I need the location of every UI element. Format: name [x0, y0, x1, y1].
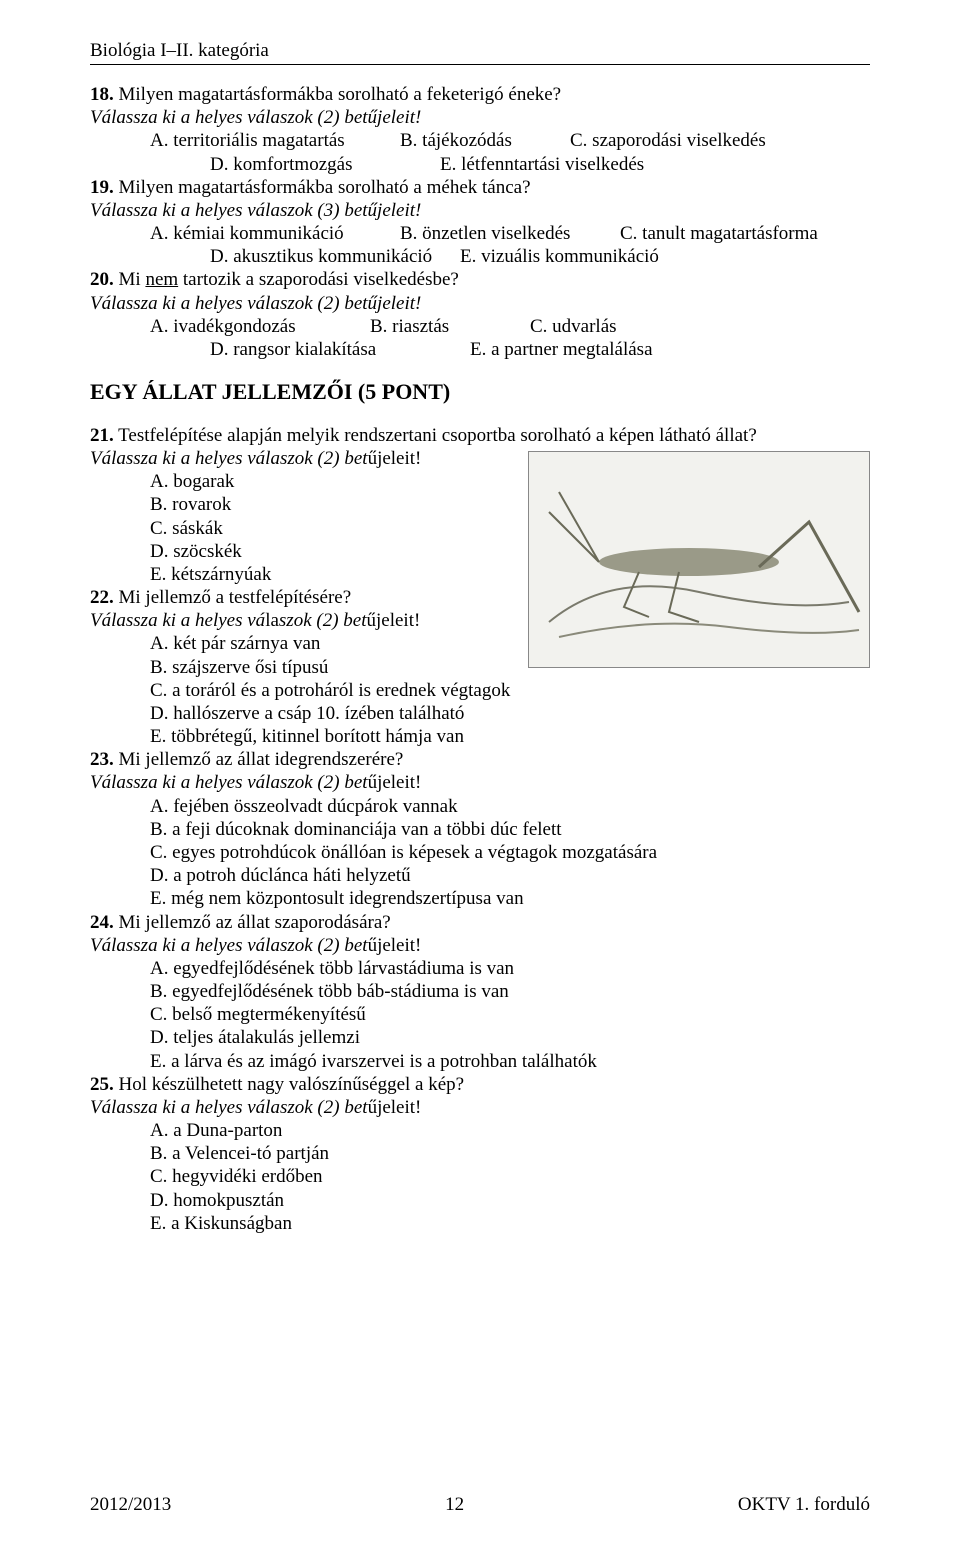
q18-opt-a: A. territoriális magatartás: [150, 129, 400, 152]
q19-opt-d: D. akusztikus kommunikáció: [210, 245, 460, 268]
page-header: Biológia I–II. kategória: [90, 40, 870, 65]
q23-text: Mi jellemző az állat idegrendszerére?: [114, 749, 404, 770]
q25-opt-c: C. hegyvidéki erdőben: [90, 1165, 870, 1188]
q25-instr-plain: űjeleit!: [368, 1097, 422, 1118]
q20-row2: D. rangsor kialakítása E. a partner megt…: [90, 338, 870, 361]
q22-number: 22.: [90, 587, 114, 608]
grasshopper-icon: [529, 452, 869, 667]
q25-instruction: Válassza ki a helyes válaszok (2) betűje…: [90, 1096, 870, 1119]
q23-instruction: Válassza ki a helyes válaszok (2) betűje…: [90, 771, 870, 794]
q18-instruction: Válassza ki a helyes válaszok (2) betűje…: [90, 106, 870, 129]
q20-opt-d: D. rangsor kialakítása: [210, 338, 470, 361]
q23-instr-it: Válassza ki a helyes válaszok (2) bet: [90, 772, 368, 793]
q25: 25. Hol készülhetett nagy valószínűségge…: [90, 1073, 870, 1096]
q19-instruction: Válassza ki a helyes válaszok (3) betűje…: [90, 199, 870, 222]
q23-number: 23.: [90, 749, 114, 770]
q20-text-after: tartozik a szaporodási viselkedésbe?: [178, 269, 459, 290]
q24-opt-e: E. a lárva és az imágó ivarszervei is a …: [90, 1050, 870, 1073]
q19: 19. Milyen magatartásformákba sorolható …: [90, 176, 870, 199]
q20-opt-e: E. a partner megtalálása: [470, 338, 653, 361]
q25-opt-a: A. a Duna-parton: [90, 1119, 870, 1142]
q22-opt-c: C. a toráról és a potroháról is erednek …: [90, 679, 870, 702]
q18-row1: A. territoriális magatartás B. tájékozód…: [90, 129, 870, 152]
footer-left: 2012/2013: [90, 1494, 171, 1516]
q19-row2: D. akusztikus kommunikáció E. vizuális k…: [90, 245, 870, 268]
q25-text: Hol készülhetett nagy valószínűséggel a …: [114, 1074, 464, 1095]
q21-number: 21.: [90, 425, 114, 446]
q19-text: Milyen magatartásformákba sorolható a mé…: [114, 177, 531, 198]
q20-text-before: Mi: [114, 269, 146, 290]
q24-text: Mi jellemző az állat szaporodására?: [114, 912, 391, 933]
q18-row2: D. komfortmozgás E. létfenntartási visel…: [90, 153, 870, 176]
q20: 20. Mi nem tartozik a szaporodási viselk…: [90, 268, 870, 291]
q24-instruction: Válassza ki a helyes válaszok (2) betűje…: [90, 934, 870, 957]
q23-opt-d: D. a potroh dúclánca háti helyzetű: [90, 864, 870, 887]
page-footer: 2012/2013 12 OKTV 1. forduló: [90, 1494, 870, 1516]
q21-instr-it: Válassza ki a helyes válaszok (2) bet: [90, 448, 368, 469]
q25-instr-it: Válassza ki a helyes válaszok (2) bet: [90, 1097, 368, 1118]
q23-opt-c: C. egyes potrohdúcok önállóan is képesek…: [90, 841, 870, 864]
q22-instr-it: Válassza ki a helyes vá: [90, 610, 265, 631]
q18-opt-c: C. szaporodási viselkedés: [570, 129, 766, 152]
q22-instr-p1: la: [265, 610, 279, 631]
q23-instr-plain: űjeleit!: [368, 772, 422, 793]
q22-instr-p2: űjeleit!: [367, 610, 421, 631]
q24-opt-d: D. teljes átalakulás jellemzi: [90, 1026, 870, 1049]
q20-instruction: Válassza ki a helyes válaszok (2) betűje…: [90, 292, 870, 315]
q22-instr-it2: szok (2) bet: [279, 610, 367, 631]
q25-number: 25.: [90, 1074, 114, 1095]
q22-opt-e: E. többrétegű, kitinnel borított hámja v…: [90, 725, 870, 748]
q19-row1: A. kémiai kommunikáció B. önzetlen visel…: [90, 222, 870, 245]
q18-text: Milyen magatartásformákba sorolható a fe…: [114, 84, 561, 105]
q18-number: 18.: [90, 84, 114, 105]
q23-opt-b: B. a feji dúcoknak dominanciája van a tö…: [90, 818, 870, 841]
footer-right: OKTV 1. forduló: [738, 1494, 870, 1516]
q24-opt-b: B. egyedfejlődésének több báb-stádiuma i…: [90, 980, 870, 1003]
q21-text: Testfelépítése alapján melyik rendszerta…: [114, 425, 757, 446]
q22-text: Mi jellemző a testfelépítésére?: [114, 587, 351, 608]
q20-row1: A. ivadékgondozás B. riasztás C. udvarlá…: [90, 315, 870, 338]
q19-opt-a: A. kémiai kommunikáció: [150, 222, 400, 245]
q24: 24. Mi jellemző az állat szaporodására?: [90, 911, 870, 934]
q19-opt-b: B. önzetlen viselkedés: [400, 222, 620, 245]
q23-opt-e: E. még nem központosult idegrendszertípu…: [90, 887, 870, 910]
q20-underline: nem: [145, 269, 178, 290]
q20-opt-b: B. riasztás: [370, 315, 530, 338]
q23-opt-a: A. fejében összeolvadt dúcpárok vannak: [90, 795, 870, 818]
q22-opt-d: D. hallószerve a csáp 10. ízében találha…: [90, 702, 870, 725]
footer-center: 12: [445, 1494, 464, 1516]
q18-opt-b: B. tájékozódás: [400, 129, 570, 152]
q25-opt-e: E. a Kiskunságban: [90, 1212, 870, 1235]
q24-number: 24.: [90, 912, 114, 933]
page: Biológia I–II. kategória 18. Milyen maga…: [0, 0, 960, 1546]
q24-instr-plain: űjeleit!: [368, 935, 422, 956]
q20-opt-c: C. udvarlás: [530, 315, 617, 338]
q24-opt-c: C. belső megtermékenyítésű: [90, 1003, 870, 1026]
q18-opt-d: D. komfortmozgás: [210, 153, 440, 176]
q24-instr-it: Válassza ki a helyes válaszok (2) bet: [90, 935, 368, 956]
q19-number: 19.: [90, 177, 114, 198]
q25-opt-d: D. homokpusztán: [90, 1189, 870, 1212]
body: 18. Milyen magatartásformákba sorolható …: [90, 83, 870, 1235]
q20-opt-a: A. ivadékgondozás: [150, 315, 370, 338]
section-title: EGY ÁLLAT JELLEMZŐI (5 PONT): [90, 379, 870, 406]
q23: 23. Mi jellemző az állat idegrendszerére…: [90, 748, 870, 771]
q18: 18. Milyen magatartásformákba sorolható …: [90, 83, 870, 106]
q19-opt-c: C. tanult magatartásforma: [620, 222, 818, 245]
q21-image-block: Válassza ki a helyes válaszok (2) betűje…: [90, 447, 870, 679]
grasshopper-illustration: [528, 451, 870, 668]
q19-opt-e: E. vizuális kommunikáció: [460, 245, 659, 268]
q25-opt-b: B. a Velencei-tó partján: [90, 1142, 870, 1165]
q18-opt-e: E. létfenntartási viselkedés: [440, 153, 644, 176]
q24-opt-a: A. egyedfejlődésének több lárvastádiuma …: [90, 957, 870, 980]
q21-instr-plain: űjeleit!: [368, 448, 422, 469]
q21: 21. Testfelépítése alapján melyik rendsz…: [90, 424, 870, 447]
q20-number: 20.: [90, 269, 114, 290]
